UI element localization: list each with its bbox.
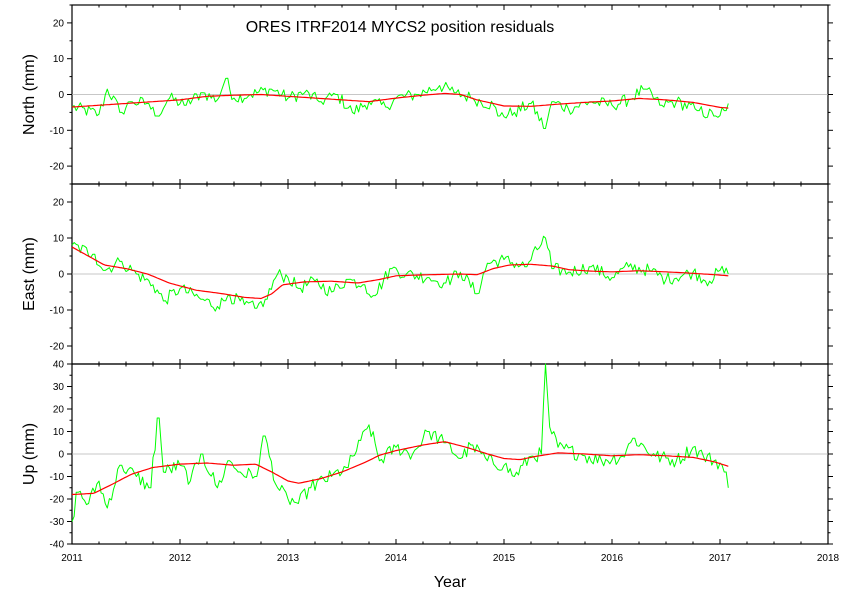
x-tick-label: 2014 (385, 553, 408, 564)
y-tick-label: -30 (50, 517, 65, 528)
smoothed-series (71, 441, 729, 496)
panel-3: -40 -30 -20 -10 0 10 20 30 40 Up (mm) (21, 360, 833, 551)
y-tick-label: -10 (50, 306, 65, 317)
y-tick-label: 20 (53, 18, 65, 29)
y-tick-label: 20 (53, 405, 65, 416)
y-axis-title: Up (mm) (21, 423, 38, 485)
y-tick-label: 10 (53, 427, 65, 438)
y-tick-label: 10 (53, 234, 65, 245)
x-tick-label: 2015 (493, 553, 516, 564)
x-tick-label: 2013 (277, 553, 300, 564)
panel-2: -20 -10 0 10 20 East (mm) (21, 183, 833, 365)
y-tick-label: 10 (53, 54, 65, 65)
y-tick-label: -20 (50, 162, 65, 173)
y-tick-label: -40 (50, 540, 65, 551)
y-axis-title: North (mm) (21, 54, 38, 135)
x-tick-label: 2012 (169, 553, 192, 564)
y-tick-label: 20 (53, 198, 65, 209)
x-tick-label: 2017 (709, 553, 732, 564)
smoothed-series (71, 246, 729, 300)
y-tick-label: 0 (58, 270, 64, 281)
residual-series (71, 77, 729, 129)
residual-series (71, 363, 729, 522)
y-tick-label: 0 (58, 450, 64, 461)
x-tick-label: 2011 (61, 553, 83, 564)
y-tick-label: 30 (53, 382, 65, 393)
y-tick-label: -20 (50, 495, 65, 506)
smoothed-series (71, 92, 729, 109)
x-tick-label: 2018 (817, 553, 840, 564)
panels-group: -20 -10 0 10 20 North (mm) -20 -10 0 10 20 East (mm… (21, 4, 840, 564)
y-tick-label: -20 (50, 342, 65, 353)
y-tick-label: 0 (58, 90, 64, 101)
x-axis-title: Year (434, 574, 467, 591)
chart-title: ORES ITRF2014 MYCS2 position residuals (246, 19, 555, 36)
y-axis-title: East (mm) (21, 237, 38, 311)
x-tick-label: 2016 (601, 553, 624, 564)
y-tick-label: 40 (53, 360, 65, 371)
y-tick-label: -10 (50, 472, 65, 483)
y-tick-label: -10 (50, 126, 65, 137)
